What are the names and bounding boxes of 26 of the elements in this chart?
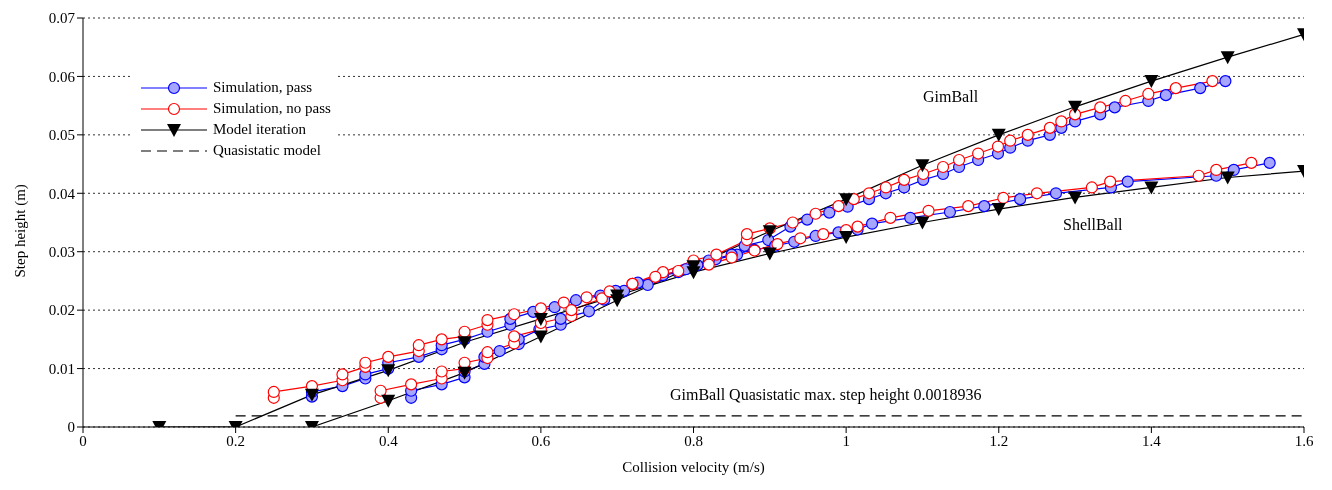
legend-label: Model iteration [213, 121, 306, 138]
x-tick-label: 1.4 [1142, 432, 1162, 449]
legend-label: Simulation, pass [213, 79, 313, 96]
x-axis-title: Collision velocity (m/s) [622, 459, 765, 476]
legend-label: Quasistatic model [213, 142, 321, 159]
y-tick-label: 0.02 [48, 302, 75, 319]
x-tick-label: 1 [842, 432, 850, 449]
y-tick-label: 0.05 [48, 127, 75, 144]
x-tick-label: 0.4 [378, 432, 399, 449]
x-tick-label: 0.2 [226, 432, 245, 449]
x-tick-label: 1.6 [1294, 432, 1314, 449]
y-axis-title: Step height (m) [12, 184, 30, 278]
y-tick-label: 0.03 [48, 244, 75, 261]
y-tick-label: 0.07 [48, 10, 76, 27]
x-tick-label: 1.2 [989, 432, 1009, 449]
y-tick-label: 0.04 [48, 185, 76, 202]
x-tick-label: 0.6 [531, 432, 551, 449]
legend-label: Simulation, no pass [213, 100, 331, 117]
y-tick-label: 0.01 [48, 360, 75, 377]
x-tick-label: 0 [79, 432, 87, 449]
y-tick-label: 0 [67, 419, 75, 436]
annotation: GimBall Quasistatic max. step height 0.0018936 [670, 386, 982, 404]
annotation: ShellBall [1063, 216, 1123, 234]
annotation: GimBall [923, 88, 979, 106]
x-tick-label: 0.8 [684, 432, 703, 449]
y-tick-label: 0.06 [48, 68, 76, 85]
